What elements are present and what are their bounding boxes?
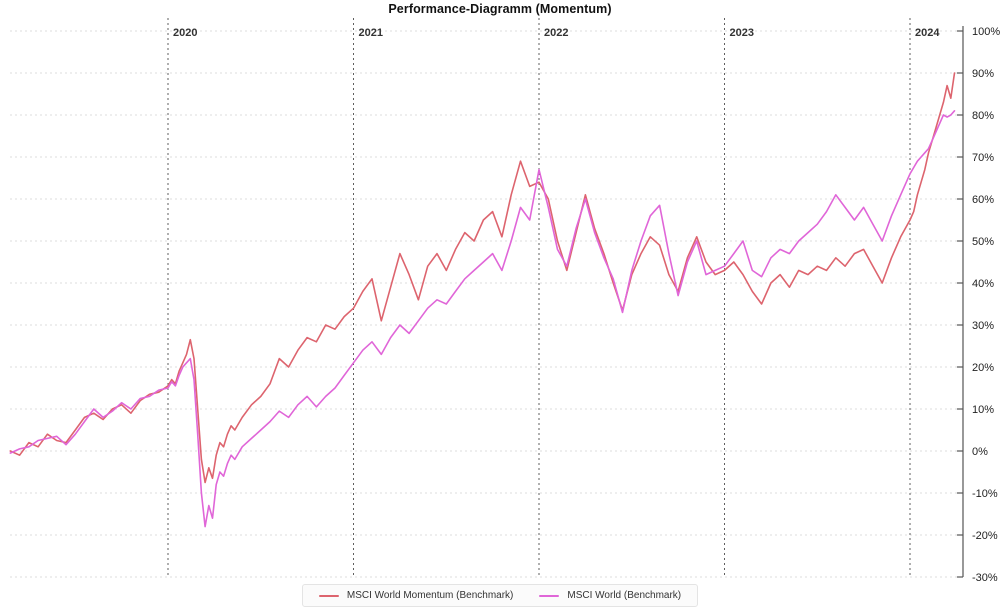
y-axis-tick-label: 0%	[972, 446, 988, 458]
legend-label: MSCI World (Benchmark)	[567, 590, 682, 601]
y-axis-tick-label: -20%	[972, 530, 998, 542]
y-axis-tick-label: 30%	[972, 320, 994, 332]
y-axis-tick-label: 40%	[972, 278, 994, 290]
year-label: 2020	[173, 27, 197, 39]
y-axis-tick-label: 60%	[972, 194, 994, 206]
y-axis-tick-label: 80%	[972, 110, 994, 122]
series-line-msci-world-benchmark-	[9, 110, 956, 528]
y-axis-tick-label: 70%	[972, 152, 994, 164]
legend-item-momentum[interactable]: MSCI World Momentum (Benchmark)	[318, 590, 514, 601]
year-label: 2024	[915, 27, 940, 39]
legend-item-world[interactable]: MSCI World (Benchmark)	[539, 590, 681, 601]
chart-legend: MSCI World Momentum (Benchmark) MSCI Worl…	[0, 584, 1000, 607]
y-axis-tick-label: -30%	[972, 572, 998, 584]
legend-swatch-line	[318, 594, 339, 597]
year-label: 2023	[730, 27, 754, 39]
legend-label: MSCI World Momentum (Benchmark)	[346, 590, 514, 601]
year-label: 2021	[359, 27, 383, 39]
chart-title: Performance-Diagramm (Momentum)	[388, 2, 612, 16]
legend-box: MSCI World Momentum (Benchmark) MSCI Worl…	[301, 584, 699, 607]
y-axis-tick-label: 10%	[972, 404, 994, 416]
legend-swatch-line	[539, 594, 560, 597]
y-axis-tick-label: 50%	[972, 236, 994, 248]
y-axis-tick-label: 90%	[972, 68, 994, 80]
year-label: 2022	[544, 27, 568, 39]
y-axis-tick-label: 20%	[972, 362, 994, 374]
y-axis-tick-label: -10%	[972, 488, 998, 500]
series-line-msci-world-momentum-benchmark-	[9, 72, 956, 484]
y-axis-tick-label: 100%	[972, 26, 1000, 38]
